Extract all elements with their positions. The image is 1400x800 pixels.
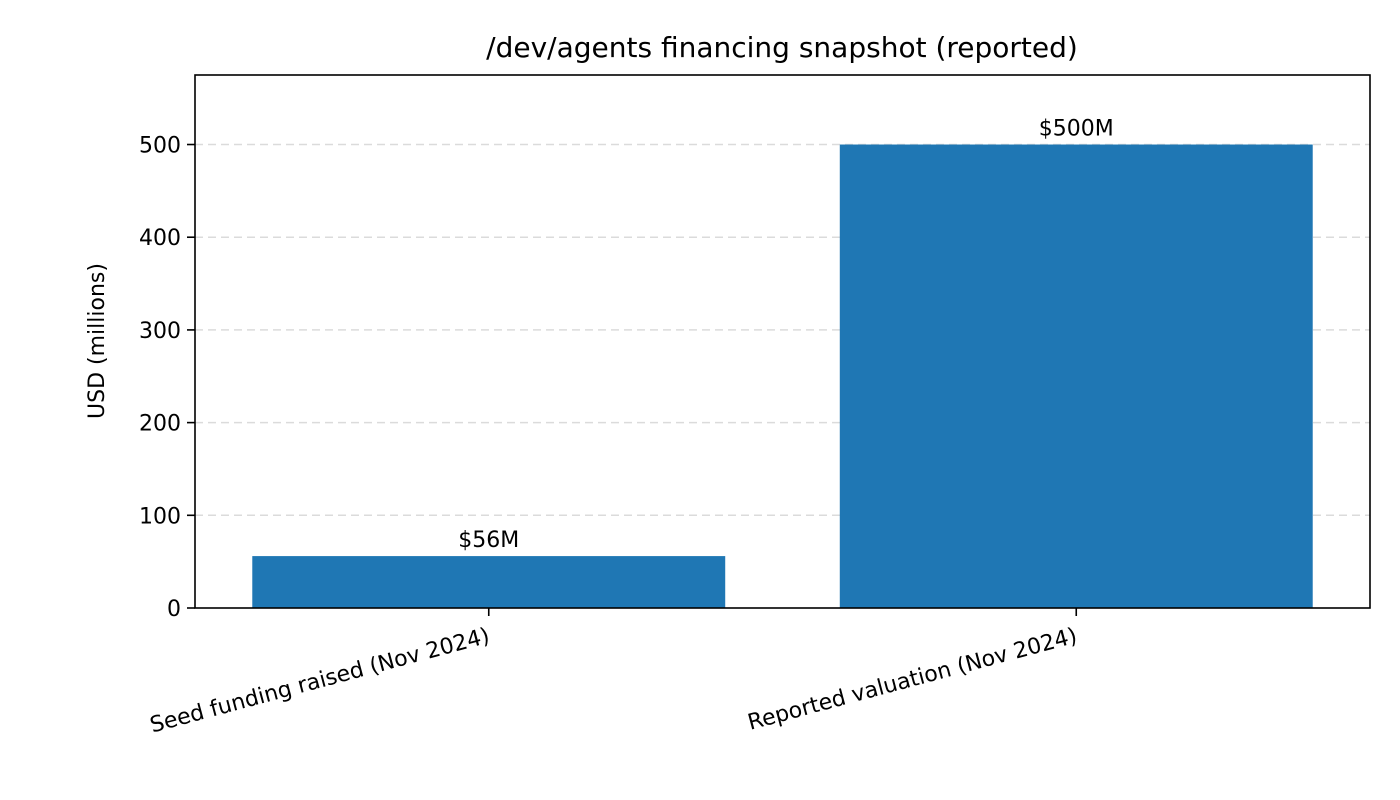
bars (252, 144, 1313, 609)
y-tick-label: 0 (167, 597, 181, 622)
bar-1 (839, 144, 1313, 609)
y-tick-label: 400 (139, 226, 181, 251)
y-tick-label: 200 (139, 412, 181, 437)
y-tick-label: 500 (139, 134, 181, 159)
x-tick-label: Reported valuation (Nov 2024) (745, 624, 1080, 736)
bar-0 (252, 556, 726, 608)
data-label-1: $500M (1039, 117, 1114, 142)
x-axis: Seed funding raised (Nov 2024) Reported v… (147, 608, 1080, 739)
y-tick-label: 300 (139, 319, 181, 344)
plot-frame (194, 74, 1371, 609)
data-label-0: $56M (458, 528, 519, 553)
y-tick-label: 100 (139, 504, 181, 529)
data-labels: $56M $500M (458, 117, 1113, 554)
chart-title: /dev/agents financing snapshot (reported… (486, 31, 1078, 64)
y-axis-label: USD (millions) (85, 263, 110, 419)
y-axis: 0 100 200 300 400 500 (139, 134, 195, 622)
x-tick-label: Seed funding raised (Nov 2024) (147, 624, 492, 739)
